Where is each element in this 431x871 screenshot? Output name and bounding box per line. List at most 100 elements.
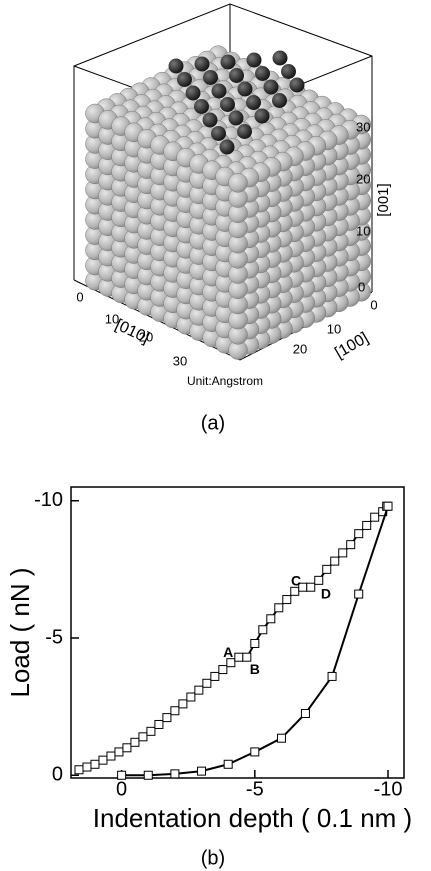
tip-atom bbox=[177, 72, 192, 87]
y-tick-label: 20 bbox=[293, 341, 307, 356]
annotation: D bbox=[321, 586, 331, 602]
x-axis-title: Indentation depth ( 0.1 nm ) bbox=[93, 803, 412, 833]
x-tick-label: 0 bbox=[76, 289, 83, 304]
point bbox=[186, 692, 196, 702]
curve bbox=[78, 505, 388, 771]
tip-atom bbox=[254, 108, 270, 124]
z-tick-label: 20 bbox=[356, 171, 370, 186]
point bbox=[330, 556, 340, 566]
tip-atom bbox=[228, 110, 244, 126]
y-tick-label: 0 bbox=[52, 764, 63, 786]
point bbox=[282, 595, 292, 605]
point bbox=[114, 747, 124, 757]
caption: (b) bbox=[201, 847, 225, 869]
x-tick-label: -10 bbox=[374, 778, 403, 800]
tip-atom bbox=[211, 83, 227, 99]
point bbox=[274, 603, 284, 613]
point bbox=[226, 658, 236, 668]
point bbox=[130, 737, 140, 747]
x-axis-label: [010] bbox=[112, 317, 151, 347]
tip-atom bbox=[289, 77, 305, 93]
tip-atom bbox=[263, 79, 279, 95]
tip-atom bbox=[185, 85, 201, 101]
x-tick-label: -5 bbox=[246, 778, 264, 800]
tip-atom bbox=[211, 126, 226, 141]
y-tick-label: -10 bbox=[34, 489, 63, 511]
point bbox=[143, 770, 153, 780]
tip-atom bbox=[203, 70, 218, 85]
point bbox=[218, 665, 228, 675]
point bbox=[90, 759, 100, 769]
point bbox=[327, 671, 337, 681]
y-tick-label: -5 bbox=[45, 626, 63, 648]
tip-atom bbox=[202, 112, 218, 128]
tip-atom bbox=[194, 99, 209, 114]
point bbox=[258, 625, 268, 635]
point bbox=[354, 589, 364, 599]
tip-atom bbox=[246, 95, 261, 110]
tip-atom bbox=[237, 124, 252, 139]
annotation: A bbox=[223, 644, 233, 660]
point bbox=[197, 766, 207, 776]
point bbox=[338, 548, 348, 558]
tip-atom bbox=[237, 81, 253, 97]
tip-atom bbox=[220, 54, 236, 70]
point bbox=[117, 770, 127, 780]
tip-atom bbox=[246, 52, 262, 68]
point bbox=[106, 751, 116, 761]
z-tick-label: 0 bbox=[358, 279, 365, 294]
point bbox=[74, 765, 84, 775]
point bbox=[266, 614, 276, 624]
point bbox=[242, 652, 252, 662]
point bbox=[346, 540, 356, 550]
point bbox=[82, 762, 92, 772]
point bbox=[250, 638, 260, 648]
tip-atom bbox=[281, 64, 296, 79]
unit-label: Unit:Angstrom bbox=[187, 374, 263, 388]
atom bbox=[228, 173, 248, 193]
tip-atom bbox=[272, 93, 287, 108]
tip-atom bbox=[272, 50, 288, 66]
y-tick-label: 10 bbox=[327, 321, 341, 336]
point bbox=[354, 529, 364, 539]
indenter-tip bbox=[168, 50, 305, 155]
point bbox=[154, 719, 164, 729]
point bbox=[223, 759, 233, 769]
point bbox=[370, 512, 380, 522]
point bbox=[194, 685, 204, 695]
point bbox=[362, 520, 372, 530]
point bbox=[146, 726, 156, 736]
point bbox=[162, 713, 172, 723]
x-tick-label: 10 bbox=[105, 311, 119, 326]
point bbox=[170, 706, 180, 716]
z-tick-label: 10 bbox=[356, 223, 370, 238]
point bbox=[98, 755, 108, 765]
point bbox=[178, 699, 188, 709]
tip-atom bbox=[229, 68, 244, 83]
tip-atom bbox=[220, 97, 235, 112]
tip-atom bbox=[194, 56, 210, 72]
chart: 0 -5 -10 0 -5 -10 Indentation depth ( 0.1 nm )… bbox=[5, 486, 412, 869]
tip-atom bbox=[168, 58, 184, 74]
tip-atom bbox=[255, 66, 270, 81]
y-axis-title: Load ( nN ) bbox=[5, 567, 35, 697]
annotation: C bbox=[291, 573, 301, 589]
point bbox=[322, 564, 332, 574]
point bbox=[202, 678, 212, 688]
point bbox=[138, 732, 148, 742]
point bbox=[250, 747, 260, 757]
point bbox=[306, 582, 316, 592]
x-tick-label: 30 bbox=[173, 353, 187, 368]
point bbox=[234, 652, 244, 662]
point bbox=[276, 733, 286, 743]
annotation: B bbox=[250, 661, 260, 677]
point bbox=[383, 501, 393, 511]
z-tick-label: 30 bbox=[356, 119, 370, 134]
plot-frame bbox=[70, 486, 405, 779]
tip-atom bbox=[219, 139, 235, 155]
point bbox=[122, 743, 132, 753]
atoms bbox=[85, 45, 371, 360]
y-tick-label: 0 bbox=[370, 297, 377, 312]
